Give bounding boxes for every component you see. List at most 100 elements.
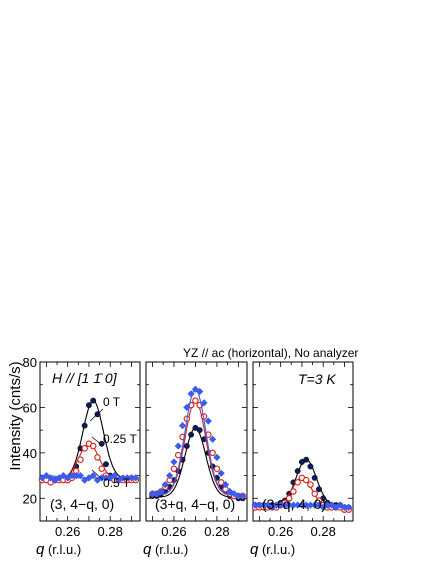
- data-point-05T: [98, 474, 106, 482]
- data-point-05T: [311, 501, 319, 509]
- data-point-05T: [234, 492, 243, 500]
- data-point-05T: [200, 399, 208, 407]
- y-tick-label: 20: [23, 491, 37, 506]
- data-point-05T: [272, 501, 281, 509]
- data-point-05T: [332, 503, 340, 511]
- data-point-0T: [294, 468, 301, 474]
- temperature-label: T=3 K: [298, 371, 336, 387]
- data-point-0T: [85, 402, 92, 409]
- data-point-0T: [307, 463, 314, 470]
- data-point-05T: [85, 474, 93, 482]
- data-point-05T: [115, 476, 123, 484]
- data-point-05T: [178, 422, 187, 430]
- data-point-025T: [94, 454, 101, 461]
- data-point-05T: [76, 471, 85, 480]
- data-point-05T: [328, 501, 336, 509]
- y-tick-label: 60: [23, 400, 37, 415]
- data-point-05T: [260, 501, 268, 509]
- corner-label-left: (3, 4−q, 0): [50, 496, 114, 512]
- data-point-05T: [64, 474, 72, 482]
- data-point-05T: [51, 476, 59, 484]
- x-axis-unit-middle: (r.l.u.): [151, 542, 188, 557]
- panel-right: 0.26 0.28: [251, 361, 354, 539]
- data-point-05T: [285, 501, 293, 509]
- fit-line-0.25T: [149, 399, 244, 496]
- data-point-025T: [285, 495, 293, 502]
- panel-left: 20 40 60 80 0.26 0.28: [23, 355, 141, 539]
- annotation-025T: 0.25 T: [103, 432, 137, 446]
- data-point-025T: [290, 488, 297, 495]
- data-point-05T: [132, 474, 140, 482]
- x-tick-label: 0.26: [161, 524, 186, 539]
- data-point-05T: [196, 387, 204, 396]
- x-axis-label-right: q (r.l.u.): [250, 541, 295, 558]
- data-point-05T: [217, 469, 225, 477]
- data-point-05T: [110, 471, 119, 480]
- data-point-025T: [294, 479, 301, 486]
- data-point-025T: [213, 465, 221, 473]
- y-tick-label: 40: [23, 446, 37, 461]
- data-point-05T: [345, 503, 353, 511]
- data-point-025T: [311, 490, 318, 497]
- x-tick-label: 0.28: [204, 524, 229, 539]
- x-tick-label: 0.28: [311, 524, 336, 539]
- data-point-05T: [277, 501, 285, 509]
- x-axis-var-middle: q: [143, 541, 152, 558]
- plot-frame: [145, 361, 248, 522]
- data-point-05T: [268, 503, 276, 511]
- data-point-05T: [161, 481, 169, 489]
- data-point-05T: [166, 471, 174, 480]
- data-point-05T: [157, 487, 165, 496]
- data-point-0T: [316, 486, 322, 493]
- data-point-0T: [103, 461, 109, 468]
- data-point-025T: [209, 449, 216, 457]
- data-point-0T: [98, 440, 105, 447]
- x-axis-var-right: q: [250, 541, 259, 558]
- panel-middle: 0.26 0.28: [145, 361, 248, 539]
- x-tick-label: 0.28: [98, 524, 123, 539]
- data-point-05T: [306, 501, 315, 509]
- data-point-05T: [102, 474, 110, 482]
- corner-label-middle: (3+q, 4−q, 0): [155, 496, 235, 512]
- data-point-025T: [170, 465, 178, 473]
- data-point-025T: [89, 442, 97, 450]
- data-point-05T: [68, 471, 76, 480]
- data-point-0T: [196, 427, 203, 434]
- x-axis-unit-right: (r.l.u.): [258, 542, 295, 557]
- corner-label-right: (3+q, 4, 0): [262, 496, 326, 512]
- data-point-025T: [307, 481, 314, 488]
- data-point-05T: [127, 474, 136, 482]
- data-point-05T: [106, 474, 114, 482]
- data-point-05T: [294, 501, 302, 509]
- data-point-05T: [281, 501, 289, 509]
- data-point-0T: [311, 474, 318, 481]
- data-point-05T: [213, 453, 221, 461]
- data-point-05T: [89, 471, 97, 480]
- data-point-05T: [289, 501, 298, 509]
- data-point-05T: [336, 501, 344, 509]
- data-point-025T: [302, 476, 310, 484]
- x-tick-label: 0.26: [268, 524, 293, 539]
- x-axis-label-middle: q (r.l.u.): [143, 541, 188, 558]
- plot-frame: [252, 361, 354, 522]
- data-point-05T: [315, 501, 323, 509]
- annotation-0T: 0 T: [103, 395, 121, 409]
- data-point-05T: [298, 501, 306, 509]
- y-tick-label: 80: [23, 355, 37, 370]
- data-point-05T: [340, 503, 349, 511]
- data-point-05T: [170, 458, 178, 466]
- data-point-0T: [188, 431, 195, 438]
- data-point-05T: [183, 403, 191, 412]
- data-point-05T: [239, 492, 247, 500]
- data-point-05T: [93, 476, 102, 484]
- x-tick-label: 0.26: [55, 524, 80, 539]
- x-axis-label-left: q (r.l.u.): [36, 541, 81, 558]
- plot-frame: [39, 361, 141, 522]
- x-axis-unit-left: (r.l.u.): [44, 542, 81, 557]
- figure-header: YZ // ac (horizontal), No analyzer: [183, 346, 358, 360]
- annotation-pointer-025T: [91, 436, 104, 447]
- data-point-05T: [174, 442, 182, 450]
- data-point-05T: [209, 435, 217, 443]
- data-point-05T: [47, 474, 55, 482]
- data-point-0T: [183, 443, 190, 449]
